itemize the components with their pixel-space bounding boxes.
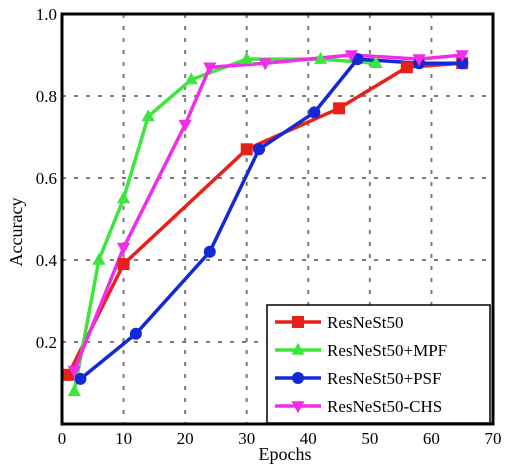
data-point — [116, 242, 131, 255]
y-tick-label: 0.6 — [36, 169, 57, 188]
legend-label: ResNeSt50+PSF — [327, 369, 441, 388]
data-point — [240, 143, 253, 156]
legend-label: ResNeSt50 — [327, 313, 404, 332]
y-axis-label: Accuracy — [6, 198, 26, 267]
data-point — [291, 342, 305, 355]
data-point — [292, 372, 304, 384]
x-tick-label: 70 — [485, 429, 502, 448]
legend: ResNeSt50 ResNeSt50+MPF ResNeSt50+PSF ResNe… — [266, 304, 491, 424]
x-tick-label: 30 — [238, 429, 255, 448]
data-point — [258, 58, 272, 71]
data-point — [141, 109, 155, 122]
legend-label: ResNeSt50-CHS — [327, 397, 442, 416]
data-point — [369, 56, 383, 68]
data-point — [203, 62, 217, 75]
series-markers — [62, 50, 469, 396]
series-line — [72, 53, 463, 372]
data-point — [344, 50, 358, 63]
y-tick-label: 1.0 — [36, 5, 57, 24]
legend-box — [266, 304, 491, 424]
data-point — [240, 51, 254, 64]
x-tick-label: 20 — [177, 429, 194, 448]
x-tick-labels: 0 10 20 30 40 50 60 70 — [58, 429, 502, 448]
data-point — [308, 106, 321, 119]
x-tick-label: 10 — [115, 429, 132, 448]
x-tick-label: 50 — [361, 429, 378, 448]
data-point — [456, 57, 469, 70]
x-tick-label: 0 — [58, 429, 67, 448]
plot-frame — [60, 12, 495, 426]
data-point — [291, 401, 305, 414]
data-point — [67, 365, 81, 378]
series-lines — [66, 53, 463, 392]
data-point — [74, 372, 87, 385]
y-tick-label: 0.8 — [36, 87, 57, 106]
grid-lines — [62, 14, 493, 424]
data-point — [117, 258, 130, 271]
data-point — [116, 191, 131, 204]
data-point — [129, 327, 142, 340]
data-point — [412, 54, 426, 67]
data-point — [314, 51, 328, 64]
data-point — [92, 252, 106, 265]
data-point — [67, 384, 81, 396]
y-tick-label: 0.2 — [36, 333, 57, 352]
data-point — [400, 61, 413, 74]
x-tick-label: 40 — [300, 429, 317, 448]
data-point — [253, 143, 266, 156]
data-point — [455, 50, 469, 63]
data-point — [292, 316, 304, 328]
x-tick-label: 60 — [423, 429, 440, 448]
data-point — [333, 102, 346, 115]
data-point — [178, 119, 192, 132]
y-tick-labels: 0.2 0.4 0.6 0.8 1.0 — [36, 5, 58, 352]
data-point — [203, 245, 216, 258]
y-tick-label: 0.4 — [36, 251, 58, 270]
x-axis-label: Epochs — [259, 444, 312, 464]
data-point — [184, 72, 198, 85]
legend-label: ResNeSt50+MPF — [327, 341, 447, 360]
